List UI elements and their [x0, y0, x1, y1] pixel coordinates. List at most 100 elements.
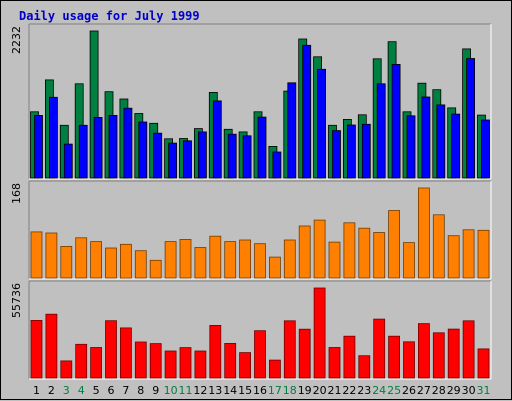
sites-bar	[388, 210, 401, 279]
sites-bar	[75, 237, 88, 279]
day-label: 8	[137, 384, 144, 397]
kbytes-bar	[477, 348, 490, 379]
day-label: 5	[93, 384, 100, 397]
kbytes-bar	[388, 335, 401, 379]
sites-bar	[179, 238, 192, 279]
chart-title: Daily usage for July 1999	[19, 9, 200, 23]
day-label: 13	[208, 384, 222, 397]
kbytes-bar	[30, 319, 43, 379]
day-label: 22	[342, 384, 356, 397]
files-bar	[257, 116, 267, 179]
sites-bar	[298, 225, 311, 279]
kbytes-bar	[45, 313, 58, 379]
files-bar	[93, 117, 103, 179]
day-label: 15	[238, 384, 252, 397]
sites-bar	[224, 241, 237, 279]
files-bar	[391, 64, 401, 179]
files-bar	[227, 133, 237, 179]
day-label: 6	[108, 384, 115, 397]
kbytes-bar	[283, 320, 296, 379]
day-label: 29	[447, 384, 461, 397]
files-bar	[183, 140, 192, 179]
sites-bar	[268, 256, 281, 279]
day-label: 10	[164, 384, 178, 397]
files-bar	[138, 121, 148, 179]
day-label: 14	[223, 384, 237, 397]
files-bar	[466, 58, 476, 179]
files-bar	[242, 135, 252, 179]
sites-bar	[283, 239, 296, 279]
files-bar	[63, 143, 73, 179]
day-label: 24	[372, 384, 386, 397]
sites-bar	[164, 241, 177, 279]
day-label: 30	[462, 384, 476, 397]
day-label: 27	[417, 384, 431, 397]
kbytes-bar	[134, 341, 147, 379]
sites-bar	[60, 245, 73, 279]
sites-bar	[134, 250, 147, 279]
day-label: 1	[33, 384, 40, 397]
day-label: 9	[152, 384, 159, 397]
kbytes-bar	[462, 320, 475, 379]
files-bar	[481, 119, 490, 179]
files-bar	[212, 100, 222, 179]
sites-bar	[343, 222, 356, 279]
kbytes-bar	[328, 347, 341, 379]
day-label: 12	[193, 384, 207, 397]
day-label: 2	[48, 384, 55, 397]
files-bar	[123, 107, 133, 179]
files-bar	[108, 115, 118, 179]
day-label: 25	[387, 384, 401, 397]
kbytes-bar	[417, 323, 430, 379]
sites-bar	[447, 235, 460, 279]
files-bar	[421, 96, 431, 179]
day-label: 16	[253, 384, 267, 397]
day-label: 28	[432, 384, 446, 397]
files-bar	[376, 83, 386, 179]
kbytes-bar	[60, 360, 73, 379]
sites-bar	[358, 227, 371, 279]
kbytes-bar	[313, 287, 326, 379]
sites-bar	[105, 247, 117, 279]
day-label: 19	[298, 384, 312, 397]
sites-bar	[149, 259, 162, 279]
sites-bar	[403, 242, 415, 279]
kbytes-bar	[120, 327, 132, 379]
kbytes-bar	[358, 355, 371, 379]
sites-bar	[30, 231, 43, 279]
sites-bar	[90, 241, 102, 279]
files-bar	[49, 96, 58, 179]
kbytes-bar	[194, 350, 207, 379]
kbytes-bar	[224, 342, 237, 379]
files-bar	[197, 131, 207, 179]
files-bar	[302, 44, 312, 179]
kbytes-bar	[254, 330, 266, 379]
kbytes-bar	[105, 320, 117, 379]
day-label: 20	[313, 384, 327, 397]
day-label: 21	[328, 384, 342, 397]
files-bar	[436, 104, 446, 179]
sites-bar	[462, 229, 475, 279]
day-label: 31	[477, 384, 491, 397]
day-label: 4	[78, 384, 85, 397]
panel-max-label: 168	[10, 183, 23, 204]
sites-bar	[417, 187, 430, 279]
files-bar	[332, 130, 341, 179]
files-bar	[34, 115, 43, 179]
kbytes-bar	[75, 343, 88, 379]
sites-bar	[120, 243, 132, 279]
sites-bar	[254, 243, 266, 279]
sites-bar	[45, 232, 58, 279]
kbytes-bar	[164, 350, 177, 379]
kbytes-bar	[447, 328, 460, 379]
files-bar	[317, 68, 327, 179]
kbytes-bar	[209, 324, 222, 379]
files-bar	[168, 142, 178, 179]
kbytes-bar	[179, 347, 192, 379]
kbytes-bar	[403, 341, 415, 379]
sites-bar	[432, 214, 445, 279]
sites-bar	[209, 235, 222, 279]
kbytes-bar	[298, 328, 311, 379]
files-bar	[287, 82, 297, 179]
